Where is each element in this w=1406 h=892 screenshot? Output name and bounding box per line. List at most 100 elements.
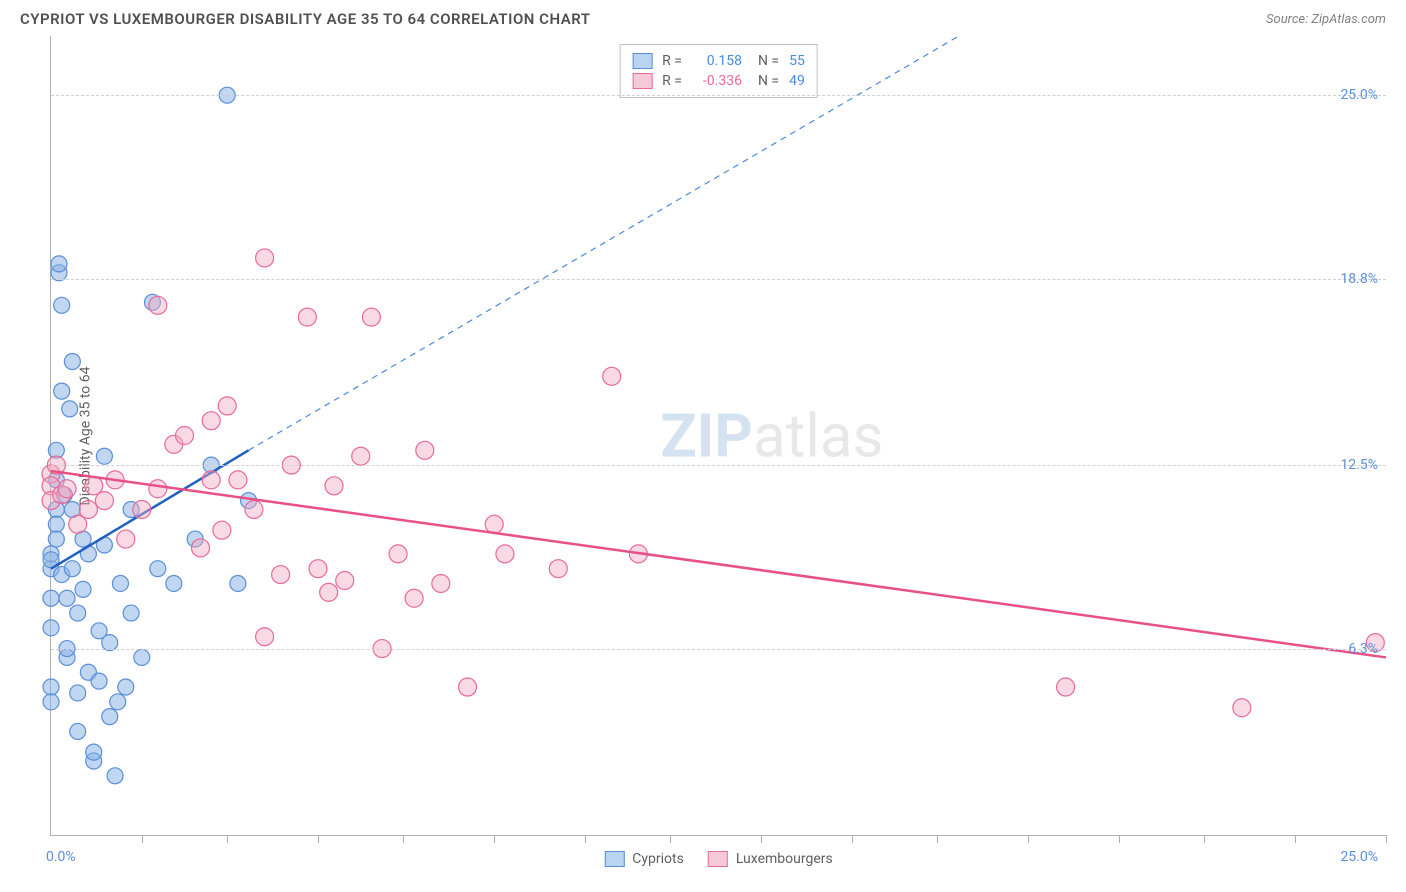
scatter-point — [603, 367, 621, 385]
x-tick — [1204, 835, 1205, 843]
scatter-point — [230, 575, 246, 591]
scatter-point — [309, 560, 327, 578]
scatter-point — [107, 768, 123, 784]
plot-svg — [51, 36, 1386, 835]
scatter-point — [416, 441, 434, 459]
scatter-point — [51, 256, 67, 272]
scatter-point — [91, 673, 107, 689]
scatter-point — [256, 628, 274, 646]
scatter-point — [298, 308, 316, 326]
gridline — [51, 279, 1386, 280]
scatter-point — [43, 694, 59, 710]
scatter-point — [134, 649, 150, 665]
n-label: N = — [758, 53, 779, 69]
y-tick-label: 6.3% — [1348, 641, 1378, 657]
scatter-point — [213, 521, 231, 539]
scatter-point — [336, 572, 354, 590]
chart-container: Disability Age 35 to 64 ZIPatlas R =0.15… — [50, 36, 1386, 836]
scatter-point — [86, 744, 102, 760]
x-tick — [318, 835, 319, 843]
scatter-point — [256, 249, 274, 267]
scatter-point — [62, 401, 78, 417]
scatter-point — [149, 480, 167, 498]
scatter-point — [166, 575, 182, 591]
legend-swatch — [708, 851, 728, 867]
scatter-point — [118, 679, 134, 695]
scatter-point — [54, 383, 70, 399]
legend-swatch — [632, 73, 652, 89]
gridline — [51, 95, 1386, 96]
y-tick-label: 25.0% — [1340, 87, 1378, 103]
scatter-point — [96, 448, 112, 464]
r-label: R = — [662, 73, 682, 89]
r-label: R = — [662, 53, 682, 69]
n-value: 55 — [789, 53, 805, 69]
correlation-legend: R =0.158N =55R =-0.336N =49 — [619, 44, 818, 98]
scatter-point — [133, 500, 151, 518]
scatter-point — [272, 566, 290, 584]
scatter-point — [362, 308, 380, 326]
scatter-point — [150, 561, 166, 577]
scatter-point — [59, 590, 75, 606]
scatter-point — [202, 471, 220, 489]
x-tick — [1386, 835, 1387, 843]
scatter-point — [43, 679, 59, 695]
scatter-point — [485, 515, 503, 533]
scatter-point — [70, 605, 86, 621]
x-tick — [1295, 835, 1296, 843]
legend-stat-row: R = -0.336 N = 49 — [632, 71, 805, 91]
series-legend: CypriotsLuxembourgers — [604, 851, 832, 867]
scatter-point — [48, 516, 64, 532]
scatter-point — [389, 545, 407, 563]
scatter-point — [110, 694, 126, 710]
scatter-point — [320, 583, 338, 601]
gridline — [51, 649, 1386, 650]
scatter-point — [459, 678, 477, 696]
scatter-point — [102, 709, 118, 725]
y-tick-label: 18.8% — [1340, 271, 1378, 287]
x-tick — [761, 835, 762, 843]
r-value: -0.336 — [692, 73, 742, 89]
x-tick — [1119, 835, 1120, 843]
scatter-point — [70, 723, 86, 739]
scatter-point — [43, 620, 59, 636]
n-value: 49 — [789, 73, 805, 89]
x-tick — [1028, 835, 1029, 843]
scatter-point — [1057, 678, 1075, 696]
scatter-point — [54, 297, 70, 313]
scatter-point — [229, 471, 247, 489]
trendline — [51, 471, 1386, 657]
scatter-point — [79, 500, 97, 518]
scatter-point — [70, 685, 86, 701]
legend-series-item: Cypriots — [604, 851, 684, 867]
x-tick — [142, 835, 143, 843]
scatter-point — [64, 561, 80, 577]
x-tick — [227, 835, 228, 843]
scatter-point — [75, 581, 91, 597]
scatter-point — [325, 477, 343, 495]
trendline-extrapolated — [249, 36, 959, 450]
legend-stat-row: R =0.158N =55 — [632, 51, 805, 71]
scatter-point — [1233, 699, 1251, 717]
scatter-point — [112, 575, 128, 591]
x-tick — [494, 835, 495, 843]
chart-source: Source: ZipAtlas.com — [1266, 12, 1386, 27]
scatter-point — [496, 545, 514, 563]
scatter-point — [352, 447, 370, 465]
x-axis-max-label: 25.0% — [1340, 849, 1378, 865]
scatter-point — [123, 605, 139, 621]
n-label: N = — [758, 73, 779, 89]
chart-title: CYPRIOT VS LUXEMBOURGER DISABILITY AGE 3… — [20, 10, 591, 28]
scatter-point — [405, 589, 423, 607]
x-axis-min-label: 0.0% — [46, 849, 76, 865]
scatter-point — [43, 590, 59, 606]
scatter-point — [48, 531, 64, 547]
scatter-point — [64, 354, 80, 370]
x-tick — [852, 835, 853, 843]
x-tick — [403, 835, 404, 843]
legend-series-label: Cypriots — [632, 851, 684, 867]
scatter-point — [432, 574, 450, 592]
scatter-point — [117, 530, 135, 548]
scatter-point — [149, 296, 167, 314]
scatter-point — [95, 492, 113, 510]
